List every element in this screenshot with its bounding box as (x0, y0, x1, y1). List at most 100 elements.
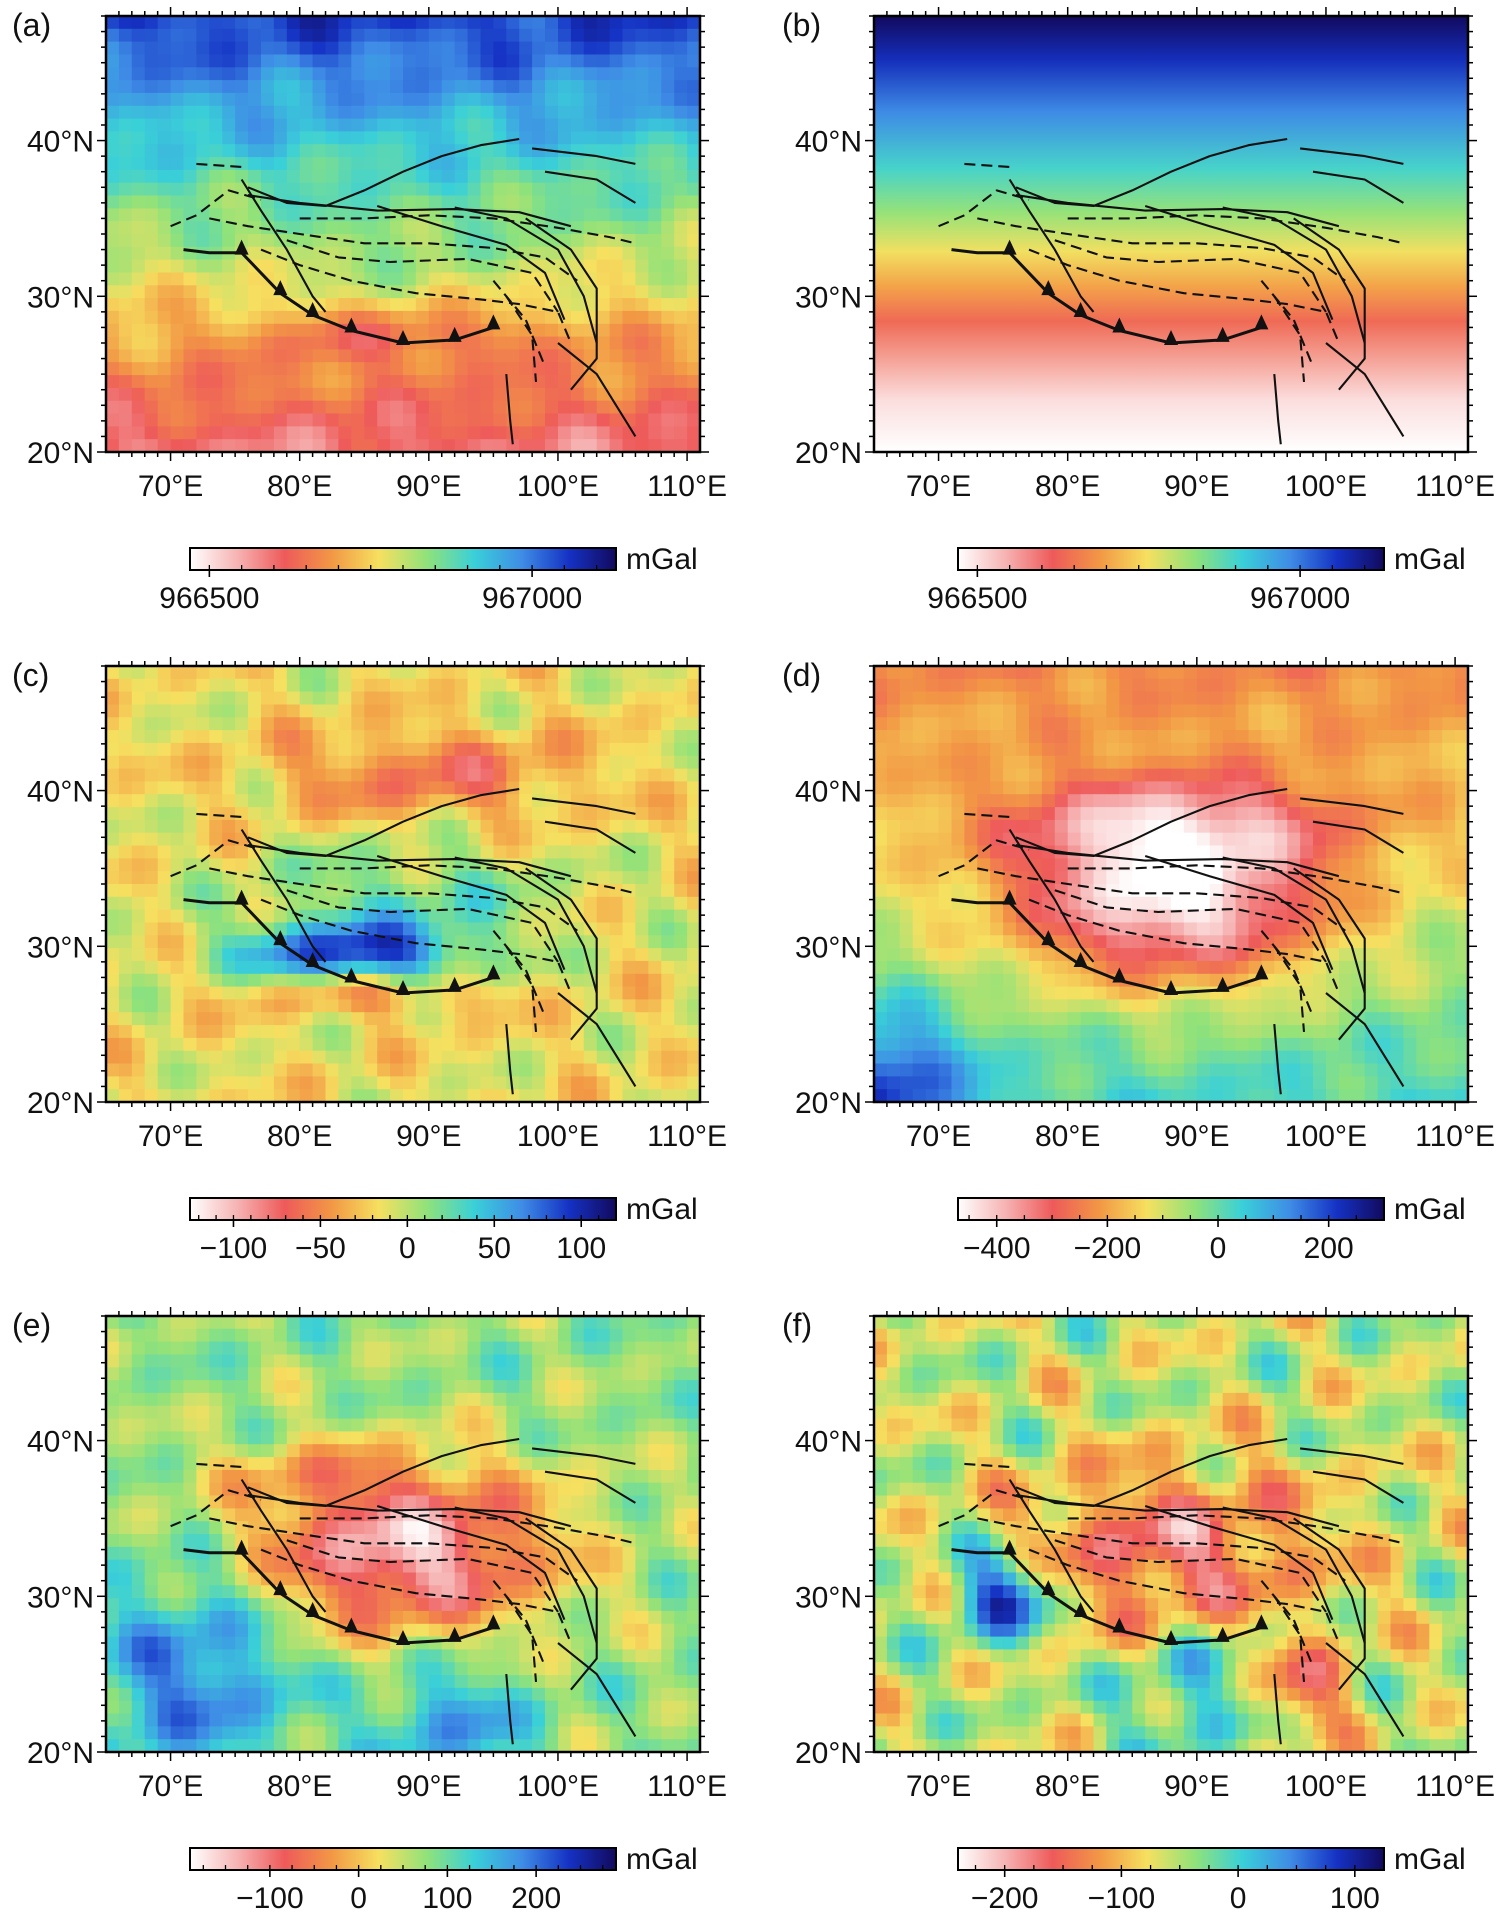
field-cell (977, 819, 991, 834)
field-cell (609, 960, 624, 975)
field-cell (1158, 768, 1172, 782)
field-cell (1235, 922, 1250, 936)
field-cell (532, 285, 546, 299)
field-cell (622, 80, 636, 94)
field-cell (415, 794, 430, 808)
field-cell (596, 1037, 611, 1052)
field-cell (1235, 730, 1250, 744)
field-cell (964, 717, 978, 731)
field-cell (1261, 909, 1275, 923)
field-cell (964, 935, 978, 949)
field-cell (1442, 794, 1456, 808)
fault-solid (505, 1024, 514, 1095)
field-cell (609, 298, 624, 312)
field-cell (106, 845, 120, 859)
field-cell (299, 118, 314, 132)
field-cell (609, 1063, 624, 1077)
field-cell (1145, 960, 1159, 975)
field-cell (403, 41, 417, 55)
field-cell (687, 118, 701, 132)
field-cell (235, 362, 249, 376)
field-cell (390, 195, 404, 209)
field-cell (570, 986, 585, 1000)
field-cell (261, 234, 275, 248)
field-cell (519, 118, 533, 132)
field-cell (222, 41, 236, 55)
field-cell (364, 794, 378, 808)
field-cell (299, 131, 314, 145)
field-cell (622, 960, 636, 975)
field-cell (1300, 973, 1314, 988)
field-cell (1338, 884, 1353, 898)
field-cell (480, 118, 494, 132)
field-cell (1338, 845, 1353, 859)
field-cell (1041, 742, 1056, 757)
field-cell (558, 691, 572, 705)
field-cell (648, 221, 662, 235)
field-cell (351, 909, 365, 923)
fault-dashed (299, 864, 636, 895)
field-cell (687, 832, 701, 847)
field-cell (480, 336, 494, 350)
field-cell (596, 144, 611, 158)
field-cell (157, 935, 172, 949)
field-cell (480, 362, 494, 376)
field-cell (570, 896, 585, 911)
field-cell (1338, 871, 1353, 885)
field-cell (118, 896, 133, 911)
field-cell (1145, 730, 1159, 744)
x-tick-label: 100°E (517, 470, 599, 503)
field-cell (912, 666, 927, 680)
field-cell (131, 884, 146, 898)
field-cell (286, 691, 301, 705)
field-cell (183, 678, 197, 693)
field-cell (674, 832, 688, 847)
field-cell (390, 794, 404, 808)
field-cell (596, 896, 611, 911)
field-cell (467, 1076, 482, 1090)
field-cell (674, 439, 688, 453)
field-cell (1041, 909, 1056, 923)
field-cell (506, 131, 520, 145)
field-cell (131, 1089, 146, 1103)
field-cell (441, 208, 456, 222)
field-cell (532, 884, 546, 898)
field-cell (1390, 742, 1404, 757)
field-cell (131, 144, 146, 158)
field-cell (209, 323, 223, 338)
field-cell (1351, 845, 1366, 859)
field-cell (222, 272, 236, 286)
field-cell (635, 1012, 649, 1026)
field-cell (519, 678, 533, 693)
field-cell (519, 272, 533, 286)
field-cell (674, 28, 688, 43)
field-cell (570, 717, 585, 731)
field-cell (1171, 871, 1185, 885)
field-cell (273, 1025, 288, 1039)
field-cell (951, 948, 965, 962)
field-cell (364, 131, 378, 145)
fault-dashed (505, 945, 538, 1032)
field-cell (1403, 960, 1417, 975)
field-cell (299, 1063, 314, 1077)
field-cell (415, 704, 430, 718)
field-cell (299, 16, 314, 30)
field-cell (480, 896, 494, 911)
field-cell (674, 999, 688, 1013)
field-cell (1106, 704, 1120, 718)
field-cell (506, 755, 520, 770)
field-cell (938, 922, 953, 936)
fault-solid (1015, 194, 1340, 228)
field-cell (118, 144, 133, 158)
field-cell (441, 678, 456, 693)
field-cell (480, 67, 494, 81)
field-cell (661, 387, 675, 402)
field-cell (609, 195, 624, 209)
field-cell (1222, 948, 1237, 962)
field-cell (351, 234, 365, 248)
field-cell (403, 375, 417, 389)
field-cell (273, 1063, 288, 1077)
field-cell (609, 375, 624, 389)
field-cell (170, 285, 185, 299)
field-cell (351, 896, 365, 911)
